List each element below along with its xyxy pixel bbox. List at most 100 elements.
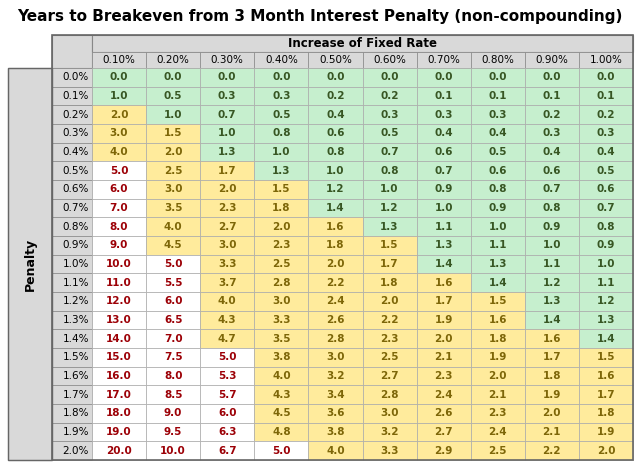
Text: 3.0: 3.0 xyxy=(164,185,182,194)
Text: 2.3: 2.3 xyxy=(272,240,291,250)
Bar xyxy=(579,292,633,311)
Text: 0.40%: 0.40% xyxy=(265,55,298,65)
Bar xyxy=(362,236,417,254)
Bar xyxy=(92,441,146,460)
Bar xyxy=(52,143,92,161)
Bar xyxy=(417,385,470,404)
Bar xyxy=(525,161,579,180)
Text: 5.7: 5.7 xyxy=(218,390,237,400)
Text: 1.5: 1.5 xyxy=(164,128,182,138)
Text: Years to Breakeven from 3 Month Interest Penalty (non-compounding): Years to Breakeven from 3 Month Interest… xyxy=(17,8,623,23)
Bar xyxy=(146,199,200,217)
Text: 1.5: 1.5 xyxy=(596,352,615,363)
Text: 0.0: 0.0 xyxy=(326,72,345,82)
Bar xyxy=(470,254,525,274)
Text: 2.4: 2.4 xyxy=(326,296,345,306)
Bar xyxy=(362,124,417,143)
Bar xyxy=(92,87,146,105)
Text: 6.5: 6.5 xyxy=(164,315,182,325)
Bar xyxy=(254,180,308,199)
Text: 0.4: 0.4 xyxy=(326,110,345,120)
Text: 9.0: 9.0 xyxy=(164,408,182,418)
Text: 1.6: 1.6 xyxy=(326,222,345,232)
Bar xyxy=(525,124,579,143)
Bar xyxy=(92,385,146,404)
Bar xyxy=(470,180,525,199)
Text: 1.5%: 1.5% xyxy=(63,352,89,363)
Bar xyxy=(308,180,362,199)
Text: 0.10%: 0.10% xyxy=(102,55,136,65)
Text: 2.0: 2.0 xyxy=(380,296,399,306)
Bar xyxy=(200,367,254,385)
Bar xyxy=(417,236,470,254)
Bar xyxy=(579,52,633,68)
Bar xyxy=(417,329,470,348)
Bar xyxy=(362,199,417,217)
Bar xyxy=(525,367,579,385)
Bar xyxy=(254,385,308,404)
Bar xyxy=(200,311,254,329)
Bar xyxy=(362,441,417,460)
Bar xyxy=(52,329,92,348)
Bar xyxy=(308,311,362,329)
Bar xyxy=(8,68,52,460)
Text: 0.0: 0.0 xyxy=(164,72,182,82)
Bar xyxy=(52,254,92,274)
Text: 0.5: 0.5 xyxy=(488,147,507,157)
Bar xyxy=(146,385,200,404)
Bar xyxy=(254,87,308,105)
Bar xyxy=(92,348,146,367)
Bar xyxy=(470,274,525,292)
Bar xyxy=(146,236,200,254)
Bar xyxy=(92,404,146,423)
Bar xyxy=(92,423,146,441)
Bar xyxy=(254,52,308,68)
Text: 1.1: 1.1 xyxy=(435,222,453,232)
Text: 16.0: 16.0 xyxy=(106,371,132,381)
Text: 7.0: 7.0 xyxy=(164,334,182,343)
Bar xyxy=(254,199,308,217)
Text: 0.1: 0.1 xyxy=(435,91,453,101)
Bar xyxy=(470,87,525,105)
Bar xyxy=(362,143,417,161)
Text: 1.0: 1.0 xyxy=(326,166,345,176)
Bar xyxy=(525,236,579,254)
Bar xyxy=(470,143,525,161)
Text: 2.7: 2.7 xyxy=(380,371,399,381)
Text: 1.8: 1.8 xyxy=(488,334,507,343)
Text: 1.1%: 1.1% xyxy=(63,278,89,288)
Text: 0.5: 0.5 xyxy=(272,110,291,120)
Bar xyxy=(525,423,579,441)
Text: 5.5: 5.5 xyxy=(164,278,182,288)
Bar xyxy=(254,348,308,367)
Text: 1.8: 1.8 xyxy=(596,408,615,418)
Bar xyxy=(8,68,52,460)
Bar xyxy=(254,236,308,254)
Bar xyxy=(254,404,308,423)
Text: 1.8: 1.8 xyxy=(380,278,399,288)
Bar xyxy=(308,161,362,180)
Text: 1.6: 1.6 xyxy=(435,278,453,288)
Text: 2.3: 2.3 xyxy=(488,408,507,418)
Bar xyxy=(308,348,362,367)
Bar xyxy=(525,385,579,404)
Bar xyxy=(470,217,525,236)
Text: 2.5: 2.5 xyxy=(488,445,507,456)
Text: 2.5: 2.5 xyxy=(272,259,291,269)
Bar xyxy=(417,180,470,199)
Bar xyxy=(146,423,200,441)
Text: 4.0: 4.0 xyxy=(326,445,345,456)
Bar xyxy=(254,68,308,87)
Bar xyxy=(417,367,470,385)
Text: 0.6: 0.6 xyxy=(435,147,453,157)
Text: 1.9: 1.9 xyxy=(488,352,507,363)
Bar xyxy=(579,180,633,199)
Text: 0.4: 0.4 xyxy=(543,147,561,157)
Text: 2.2: 2.2 xyxy=(326,278,345,288)
Text: 2.0: 2.0 xyxy=(543,408,561,418)
Text: 0.0: 0.0 xyxy=(435,72,453,82)
Text: 0.3: 0.3 xyxy=(435,110,453,120)
Bar xyxy=(92,161,146,180)
Text: 13.0: 13.0 xyxy=(106,315,132,325)
Text: 2.1: 2.1 xyxy=(543,427,561,437)
